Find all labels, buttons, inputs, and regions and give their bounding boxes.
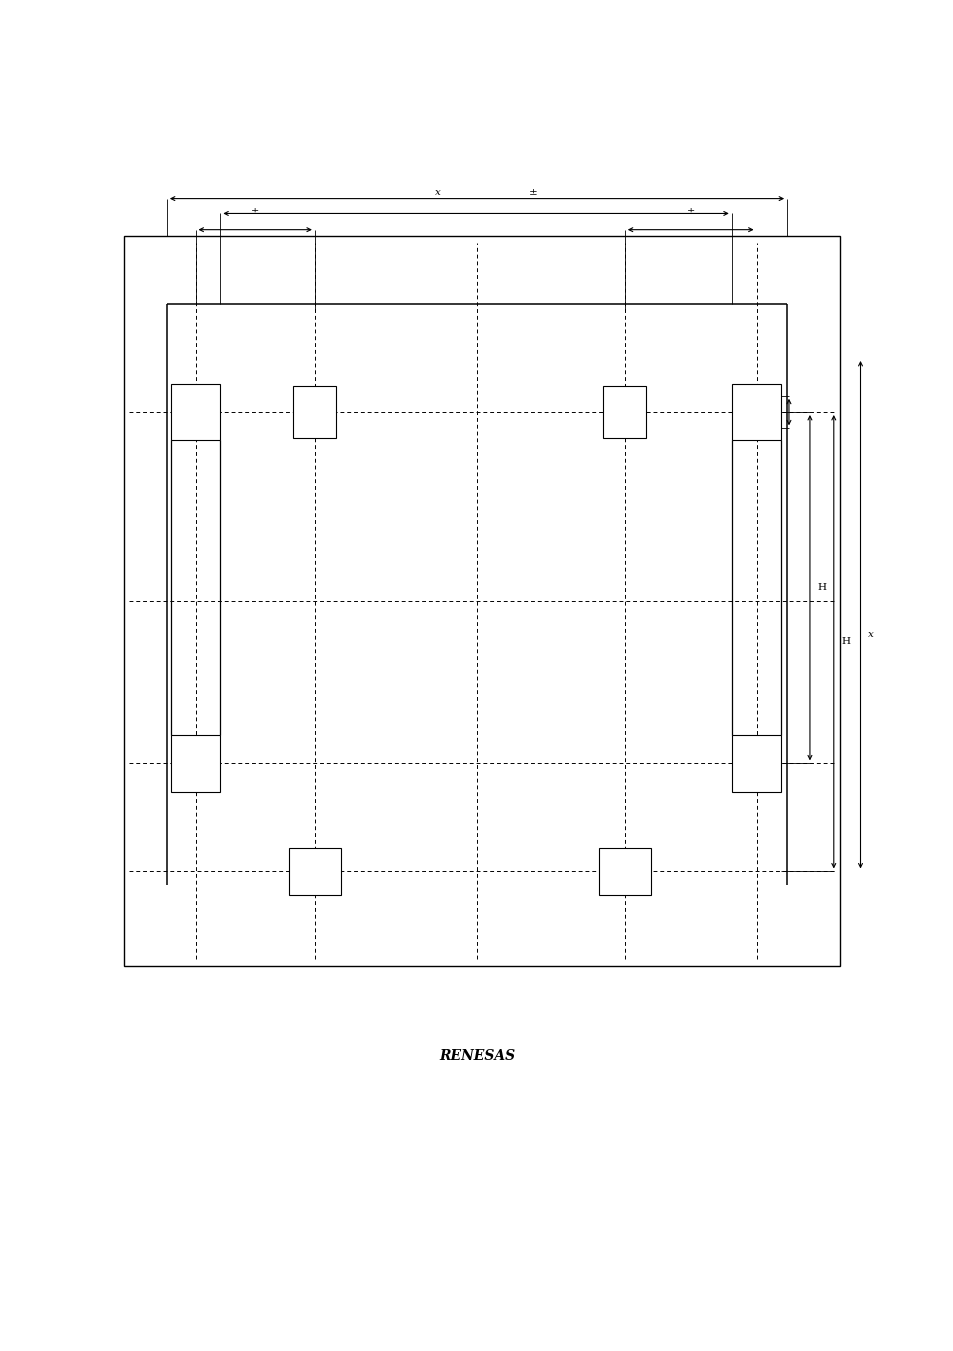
Text: H: H bbox=[817, 584, 825, 592]
Bar bbox=[171, 735, 220, 792]
Bar bbox=[124, 236, 839, 966]
Bar bbox=[731, 735, 781, 792]
Bar bbox=[288, 848, 341, 896]
Text: H: H bbox=[841, 638, 849, 646]
Text: ±: ± bbox=[686, 207, 694, 216]
Text: ±: ± bbox=[528, 188, 537, 197]
Bar bbox=[598, 848, 651, 896]
Bar bbox=[171, 384, 220, 440]
Bar bbox=[294, 386, 335, 438]
Text: RENESAS: RENESAS bbox=[438, 1050, 515, 1063]
Bar bbox=[731, 384, 781, 440]
Text: x: x bbox=[867, 631, 873, 639]
Bar bbox=[602, 386, 646, 438]
Text: ±: ± bbox=[251, 207, 259, 216]
Text: x: x bbox=[435, 188, 440, 197]
